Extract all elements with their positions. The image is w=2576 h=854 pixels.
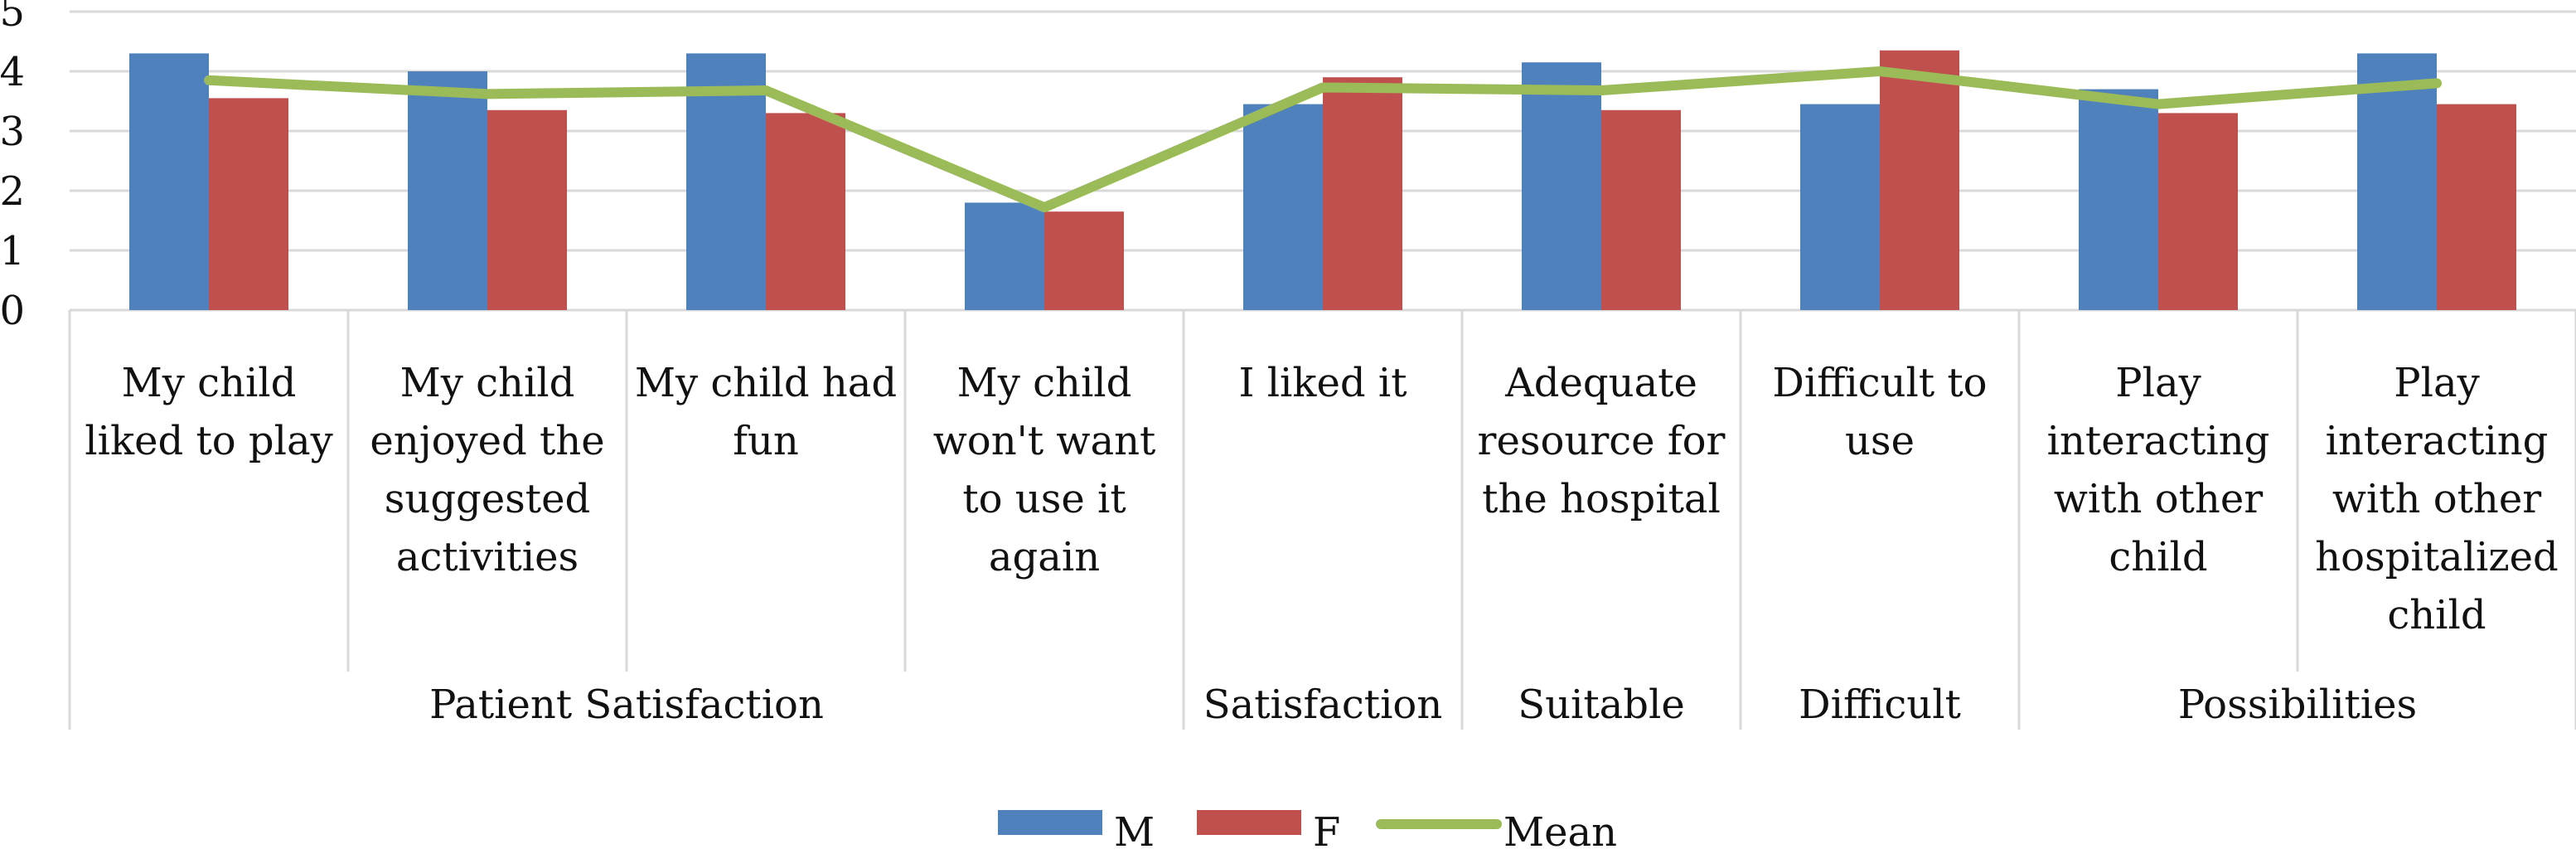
bar-f-7 (2158, 113, 2238, 310)
x-group-label: Satisfaction (1203, 682, 1443, 728)
x-category-label: Play interacting with other child (2047, 360, 2270, 580)
x-category-label: My child had fun (635, 360, 897, 464)
bar-m-5 (1522, 62, 1601, 310)
y-tick-label: 0 (0, 288, 25, 334)
y-tick-label: 4 (0, 49, 25, 95)
bar-f-4 (1323, 77, 1402, 310)
bar-m-8 (2357, 53, 2437, 311)
x-category-label: I liked it (1238, 360, 1407, 406)
bar-f-0 (209, 98, 288, 311)
bar-m-6 (1800, 104, 1880, 310)
legend-label-m: M (1114, 809, 1155, 851)
y-tick-label: 2 (0, 168, 25, 215)
x-category-label: My child enjoyed the suggested activities (370, 360, 604, 580)
bar-m-4 (1243, 104, 1323, 310)
legend-swatch-f (1197, 810, 1301, 835)
x-group-label: Difficult (1799, 682, 1961, 728)
bar-f-5 (1601, 109, 1681, 310)
x-category-label: Play interacting with other hospitalized chi… (2315, 360, 2559, 638)
bar-f-8 (2437, 104, 2516, 310)
x-category-label: Adequate resource for the hospital (1478, 360, 1726, 522)
y-tick-label: 5 (0, 0, 25, 36)
bar-f-1 (487, 109, 567, 310)
x-category-label: My child liked to play (85, 360, 332, 464)
legend-label-f: F (1313, 809, 1340, 851)
x-group-label: Suitable (1518, 682, 1685, 728)
x-category-label: Difficult to use (1772, 360, 1987, 464)
bar-f-6 (1880, 50, 1959, 311)
y-tick-label: 3 (0, 109, 25, 155)
legend-label-mean: Mean (1503, 809, 1617, 851)
bar-m-0 (129, 53, 209, 311)
x-group-label: Possibilities (2178, 682, 2417, 728)
bar-m-7 (2079, 89, 2158, 310)
legend-swatch-m (998, 810, 1102, 835)
x-group-label: Patient Satisfaction (429, 682, 824, 728)
line-mean (204, 66, 2442, 213)
bar-m-3 (965, 202, 1044, 310)
x-category-label: My child won't want to use it again (933, 360, 1156, 580)
bar-f-2 (766, 113, 845, 310)
bar-f-3 (1044, 211, 1124, 310)
bar-m-1 (408, 71, 487, 310)
y-tick-label: 1 (0, 228, 25, 274)
